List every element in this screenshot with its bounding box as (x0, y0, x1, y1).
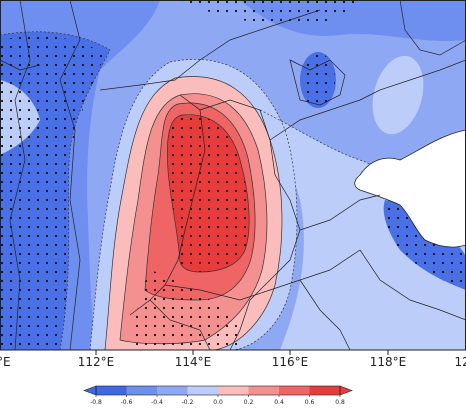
colorbar-segment (96, 386, 127, 395)
lon-label-114: 114°E (175, 355, 212, 369)
colorbar-segment (126, 386, 158, 395)
lon-label-112: 112°E (78, 355, 115, 369)
colorbar-tick-label: 0.2 (244, 399, 254, 406)
colorbar-tick-label: -0.2 (182, 399, 194, 406)
mid-blue-region-west (0, 0, 160, 350)
colorbar-tick-label: -0.4 (151, 399, 163, 406)
pale-blue-ellipse-northeast (372, 55, 424, 135)
colorbar-segment (157, 386, 188, 395)
lon-label-120: 120 (455, 355, 466, 369)
lon-label-116: 116°E (272, 355, 309, 369)
colorbar-extend-high (339, 385, 353, 396)
colorbar-tick-label: 0.6 (305, 399, 315, 406)
lon-label-118: 118°E (370, 355, 407, 369)
colorbar-tick-label: -0.6 (121, 399, 133, 406)
colorbar-extend-low (83, 385, 97, 396)
colorbar-tick-label: 0.4 (274, 399, 284, 406)
colorbar-tick-label: -0.8 (90, 399, 102, 406)
stipple-east-coast (383, 200, 466, 290)
colorbar-segment (218, 386, 249, 395)
stipple-west (0, 36, 105, 350)
lon-ticks (95, 350, 389, 355)
stipple-north (180, 0, 360, 27)
sea-region (354, 129, 466, 248)
colorbar-tick-label: 0.0 (213, 399, 223, 406)
colorbar: -0.8 -0.6 -0.4 -0.2 0.0 0.2 0.4 0.6 0.8 (83, 385, 353, 406)
province-boundaries (0, 0, 466, 350)
colorbar-segment (309, 386, 341, 395)
colorbar-segment (248, 386, 280, 395)
stipple-core (167, 114, 250, 272)
lon-label-110: 0°E (0, 355, 11, 369)
colorbar-segment (279, 386, 310, 395)
colorbar-segment (187, 386, 219, 395)
stipple-south (130, 270, 240, 350)
zero-contour (89, 59, 298, 350)
stipple-north-ellipse (301, 53, 335, 107)
colorbar-tick-label: 0.8 (335, 399, 345, 406)
pale-blue-region-east (260, 110, 466, 350)
